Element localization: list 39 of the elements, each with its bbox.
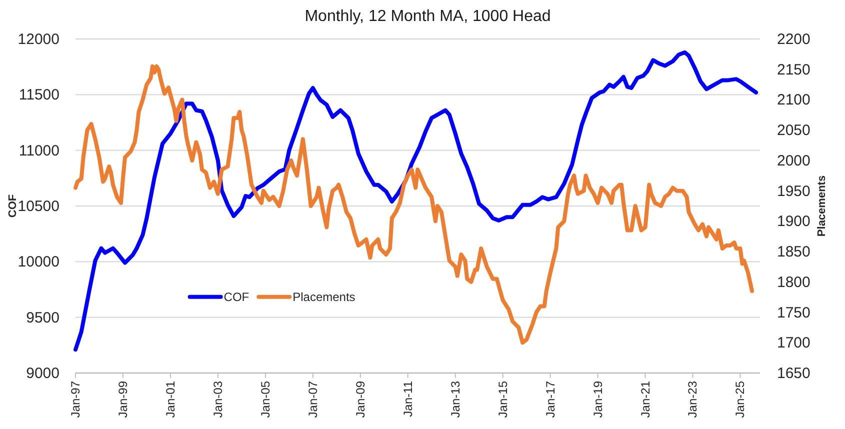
- y-tick-label: 10500: [18, 198, 60, 215]
- x-tick-label: Jan-07: [306, 380, 320, 418]
- x-tick-label: Jan-25: [733, 380, 748, 418]
- y-tick-label: 12000: [18, 31, 60, 48]
- y2-tick-label: 2000: [777, 152, 810, 170]
- y2-tick-label: 1950: [777, 182, 810, 200]
- x-tick-label: Jan-23: [686, 380, 700, 418]
- y2-tick-label: 1750: [777, 304, 810, 322]
- x-tick-label: Jan-13: [448, 380, 462, 418]
- y-tick-label: 9500: [26, 309, 60, 326]
- x-tick-label: Jan-11: [400, 380, 415, 417]
- chart-title: Monthly, 12 Month MA, 1000 Head: [304, 8, 551, 25]
- x-tick-label: Jan-03: [210, 380, 225, 418]
- y2-axis-title: Placements: [816, 175, 828, 237]
- x-tick-label: Jan-19: [590, 380, 605, 418]
- y2-tick-label: 2200: [777, 31, 810, 48]
- y-tick-label: 10000: [18, 254, 60, 271]
- legend-label: COF: [224, 290, 250, 304]
- y2-tick-label: 1800: [777, 274, 810, 291]
- x-tick-label: Jan-15: [496, 380, 510, 418]
- y-tick-label: 11500: [18, 86, 60, 104]
- y2-tick-label: 1650: [777, 365, 810, 382]
- y-tick-label: 9000: [26, 365, 60, 382]
- legend-label: Placements: [292, 290, 356, 304]
- y2-tick-label: 1900: [777, 213, 810, 230]
- y2-tick-label: 2100: [777, 92, 810, 109]
- y2-tick-label: 2150: [777, 61, 810, 78]
- x-tick-label: Jan-99: [116, 380, 130, 418]
- x-tick-label: Jan-17: [543, 380, 558, 418]
- x-tick-label: Jan-21: [638, 380, 652, 418]
- y-axis-title: COF: [7, 194, 19, 218]
- y2-tick-label: 2050: [777, 122, 810, 140]
- x-tick-label: Jan-97: [68, 380, 82, 418]
- y-tick-label: 11000: [18, 142, 60, 160]
- y2-tick-label: 1850: [777, 244, 810, 261]
- x-tick-label: Jan-09: [353, 380, 368, 418]
- y2-tick-label: 1700: [777, 334, 810, 352]
- x-tick-label: Jan-01: [163, 380, 178, 418]
- x-tick-label: Jan-05: [258, 380, 272, 418]
